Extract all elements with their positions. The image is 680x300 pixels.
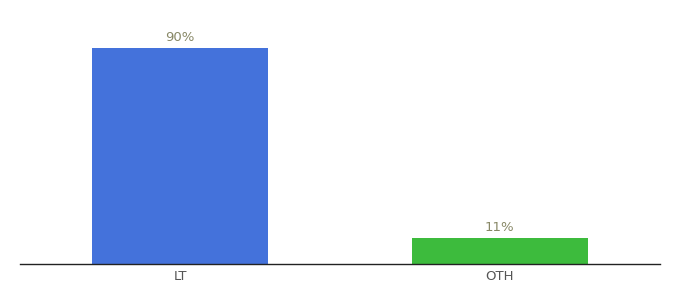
Text: 90%: 90% [165, 32, 195, 44]
Bar [92, 48, 268, 264]
Bar [412, 238, 588, 264]
Text: 11%: 11% [485, 221, 515, 234]
